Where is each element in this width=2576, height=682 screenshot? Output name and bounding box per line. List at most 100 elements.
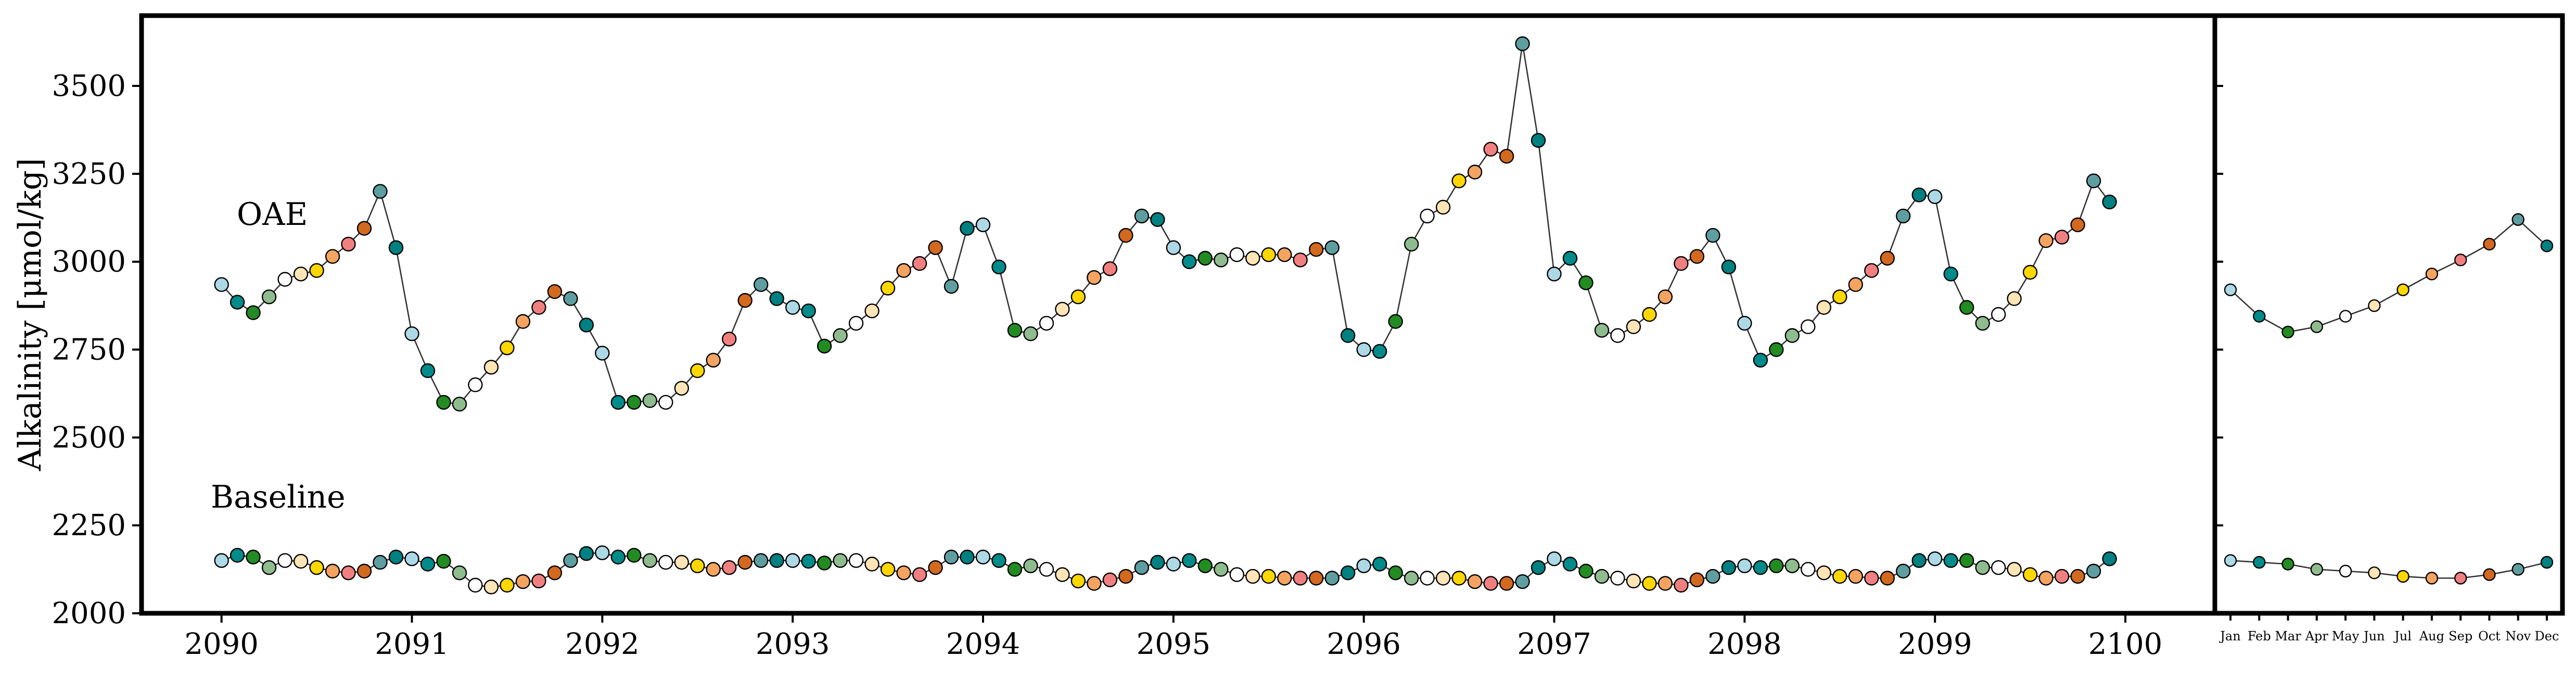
main-point-baseline: [1483, 576, 1498, 591]
main-point-oae: [690, 363, 705, 378]
main-point-baseline: [1023, 558, 1038, 574]
main-point-oae: [1197, 250, 1213, 266]
main-point-oae: [1451, 173, 1466, 188]
main-point-oae: [1467, 165, 1483, 180]
main-point-baseline: [1420, 571, 1435, 586]
main-point-baseline: [721, 560, 737, 575]
main-point-oae: [563, 291, 578, 306]
month-tick-label: Jul: [2393, 629, 2412, 643]
main-point-baseline: [1943, 553, 1958, 568]
main-point-baseline: [515, 574, 531, 589]
main-point-oae: [674, 381, 690, 396]
main-point-baseline: [1261, 569, 1277, 584]
main-point-baseline: [2102, 551, 2117, 566]
main-point-oae: [1134, 208, 1150, 224]
y-tick-label: 2000: [52, 597, 126, 630]
climatology-point-baseline: [2425, 572, 2439, 585]
climatology-point-baseline: [2396, 570, 2409, 583]
main-point-oae: [642, 393, 658, 408]
main-point-oae: [1642, 307, 1657, 322]
main-point-baseline: [1737, 558, 1752, 574]
main-point-oae: [658, 395, 673, 410]
main-point-oae: [1562, 250, 1578, 266]
main-point-baseline: [452, 565, 467, 580]
main-point-oae: [912, 256, 927, 271]
main-point-oae: [1801, 319, 1816, 334]
main-point-oae: [2022, 264, 2038, 280]
main-point-baseline: [1657, 576, 1673, 591]
main-point-oae: [960, 221, 975, 236]
main-point-baseline: [991, 553, 1006, 568]
main-point-baseline: [1340, 565, 1356, 580]
main-point-oae: [928, 240, 943, 255]
main-point-oae: [1324, 240, 1340, 255]
main-point-oae: [833, 328, 848, 343]
x-tick-label: 2098: [1707, 627, 1782, 661]
climatology-series-line-oae: [2230, 218, 2547, 333]
main-point-baseline: [1229, 567, 1245, 582]
main-point-oae: [880, 281, 896, 296]
main-point-oae: [1039, 315, 1054, 331]
main-point-oae: [1880, 250, 1895, 266]
month-tick-label: Nov: [2505, 629, 2531, 643]
main-point-oae: [1626, 319, 1641, 334]
climatology-point-baseline: [2281, 558, 2294, 571]
main-point-oae: [1594, 323, 1610, 338]
main-point-oae: [2007, 291, 2022, 306]
main-point-baseline: [610, 549, 626, 565]
main-point-baseline: [1055, 567, 1070, 582]
main-point-baseline: [674, 554, 690, 570]
climatology-point-oae: [2483, 237, 2496, 251]
main-point-baseline: [1087, 576, 1102, 591]
y-axis-label: Alkalinity [μmol/kg]: [12, 158, 48, 472]
main-point-oae: [737, 293, 753, 308]
main-point-baseline: [1451, 571, 1466, 586]
x-tick-label: 2092: [565, 627, 640, 661]
main-point-baseline: [833, 553, 848, 568]
main-point-oae: [1547, 267, 1562, 282]
main-point-baseline: [1293, 571, 1308, 586]
main-point-baseline: [1118, 569, 1133, 584]
main-point-baseline: [1594, 569, 1610, 584]
main-point-oae: [848, 315, 864, 331]
main-point-baseline: [261, 560, 277, 575]
main-point-baseline: [373, 554, 388, 570]
main-point-baseline: [880, 562, 896, 577]
main-plot-frame: [139, 13, 2217, 616]
main-point-baseline: [579, 546, 594, 561]
main-point-baseline: [2007, 562, 2022, 577]
main-point-baseline: [309, 560, 324, 575]
main-point-baseline: [246, 549, 261, 565]
month-tick-label: Sep: [2449, 629, 2472, 643]
main-point-baseline: [1356, 558, 1371, 574]
main-point-baseline: [1150, 554, 1165, 570]
main-point-oae: [1737, 315, 1752, 331]
main-point-oae: [1118, 228, 1133, 243]
main-point-oae: [1753, 352, 1768, 368]
main-point-oae: [896, 263, 911, 278]
main-point-oae: [1102, 261, 1118, 276]
climatology-point-oae: [2425, 268, 2439, 281]
main-point-oae: [1293, 252, 1308, 268]
main-point-baseline: [229, 548, 245, 563]
main-point-oae: [277, 272, 292, 287]
month-tick-label: Oct: [2478, 629, 2501, 643]
main-point-oae: [1816, 300, 1832, 315]
main-point-oae: [1340, 328, 1356, 343]
month-tick-label: May: [2332, 629, 2360, 643]
main-point-oae: [214, 277, 229, 292]
main-point-baseline: [1245, 569, 1260, 584]
main-point-oae: [293, 267, 309, 282]
climatology-series-line-baseline: [2230, 560, 2547, 579]
main-point-oae: [1007, 323, 1023, 338]
main-point-baseline: [1070, 573, 1086, 589]
main-point-oae: [515, 314, 531, 329]
main-point-oae: [1991, 307, 2006, 322]
main-point-oae: [1610, 328, 1625, 343]
month-tick-label: Dec: [2535, 629, 2559, 643]
main-point-oae: [1531, 133, 1546, 148]
main-point-baseline: [753, 553, 769, 568]
main-point-oae: [975, 217, 991, 232]
